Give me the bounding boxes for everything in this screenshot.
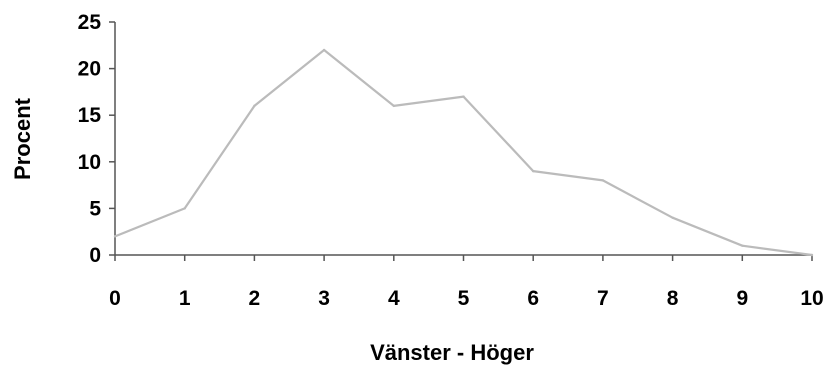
x-tick-label: 4 bbox=[388, 287, 400, 310]
x-tick-label: 6 bbox=[527, 287, 539, 310]
x-tick-label: 0 bbox=[109, 287, 121, 310]
x-tick-label: 9 bbox=[736, 287, 748, 310]
x-tick-label: 8 bbox=[667, 287, 679, 310]
data-point bbox=[532, 169, 535, 173]
x-tick-label: 2 bbox=[249, 287, 261, 310]
x-tick-label: 7 bbox=[597, 287, 609, 310]
series-line bbox=[114, 48, 813, 257]
x-axis: 0 1 2 3 4 5 6 7 8 9 10 bbox=[109, 254, 824, 310]
data-point bbox=[601, 179, 605, 182]
data-point bbox=[113, 235, 117, 238]
data-point bbox=[183, 207, 186, 210]
x-tick-label: 10 bbox=[800, 287, 823, 310]
y-tick-label: 20 bbox=[78, 58, 101, 81]
y-tick-label: 10 bbox=[78, 151, 101, 174]
y-tick-label: 5 bbox=[89, 197, 101, 220]
data-point bbox=[392, 104, 395, 108]
data-point bbox=[671, 216, 674, 219]
y-tick-label: 15 bbox=[78, 104, 102, 127]
data-point bbox=[322, 48, 326, 52]
x-tick-label: 3 bbox=[318, 287, 330, 310]
data-point bbox=[741, 244, 744, 247]
series-group bbox=[113, 48, 814, 257]
y-tick-label: 25 bbox=[78, 11, 102, 34]
y-tick-label: 0 bbox=[89, 244, 101, 267]
data-point bbox=[462, 95, 465, 98]
x-tick-label: 1 bbox=[179, 287, 191, 310]
y-axis: 0 5 10 15 20 25 bbox=[78, 11, 116, 267]
x-tick-label: 5 bbox=[458, 287, 470, 310]
y-axis-title: Procent bbox=[10, 97, 35, 180]
data-point bbox=[810, 253, 814, 257]
data-point bbox=[253, 104, 256, 108]
x-axis-title: Vänster - Höger bbox=[370, 340, 534, 365]
